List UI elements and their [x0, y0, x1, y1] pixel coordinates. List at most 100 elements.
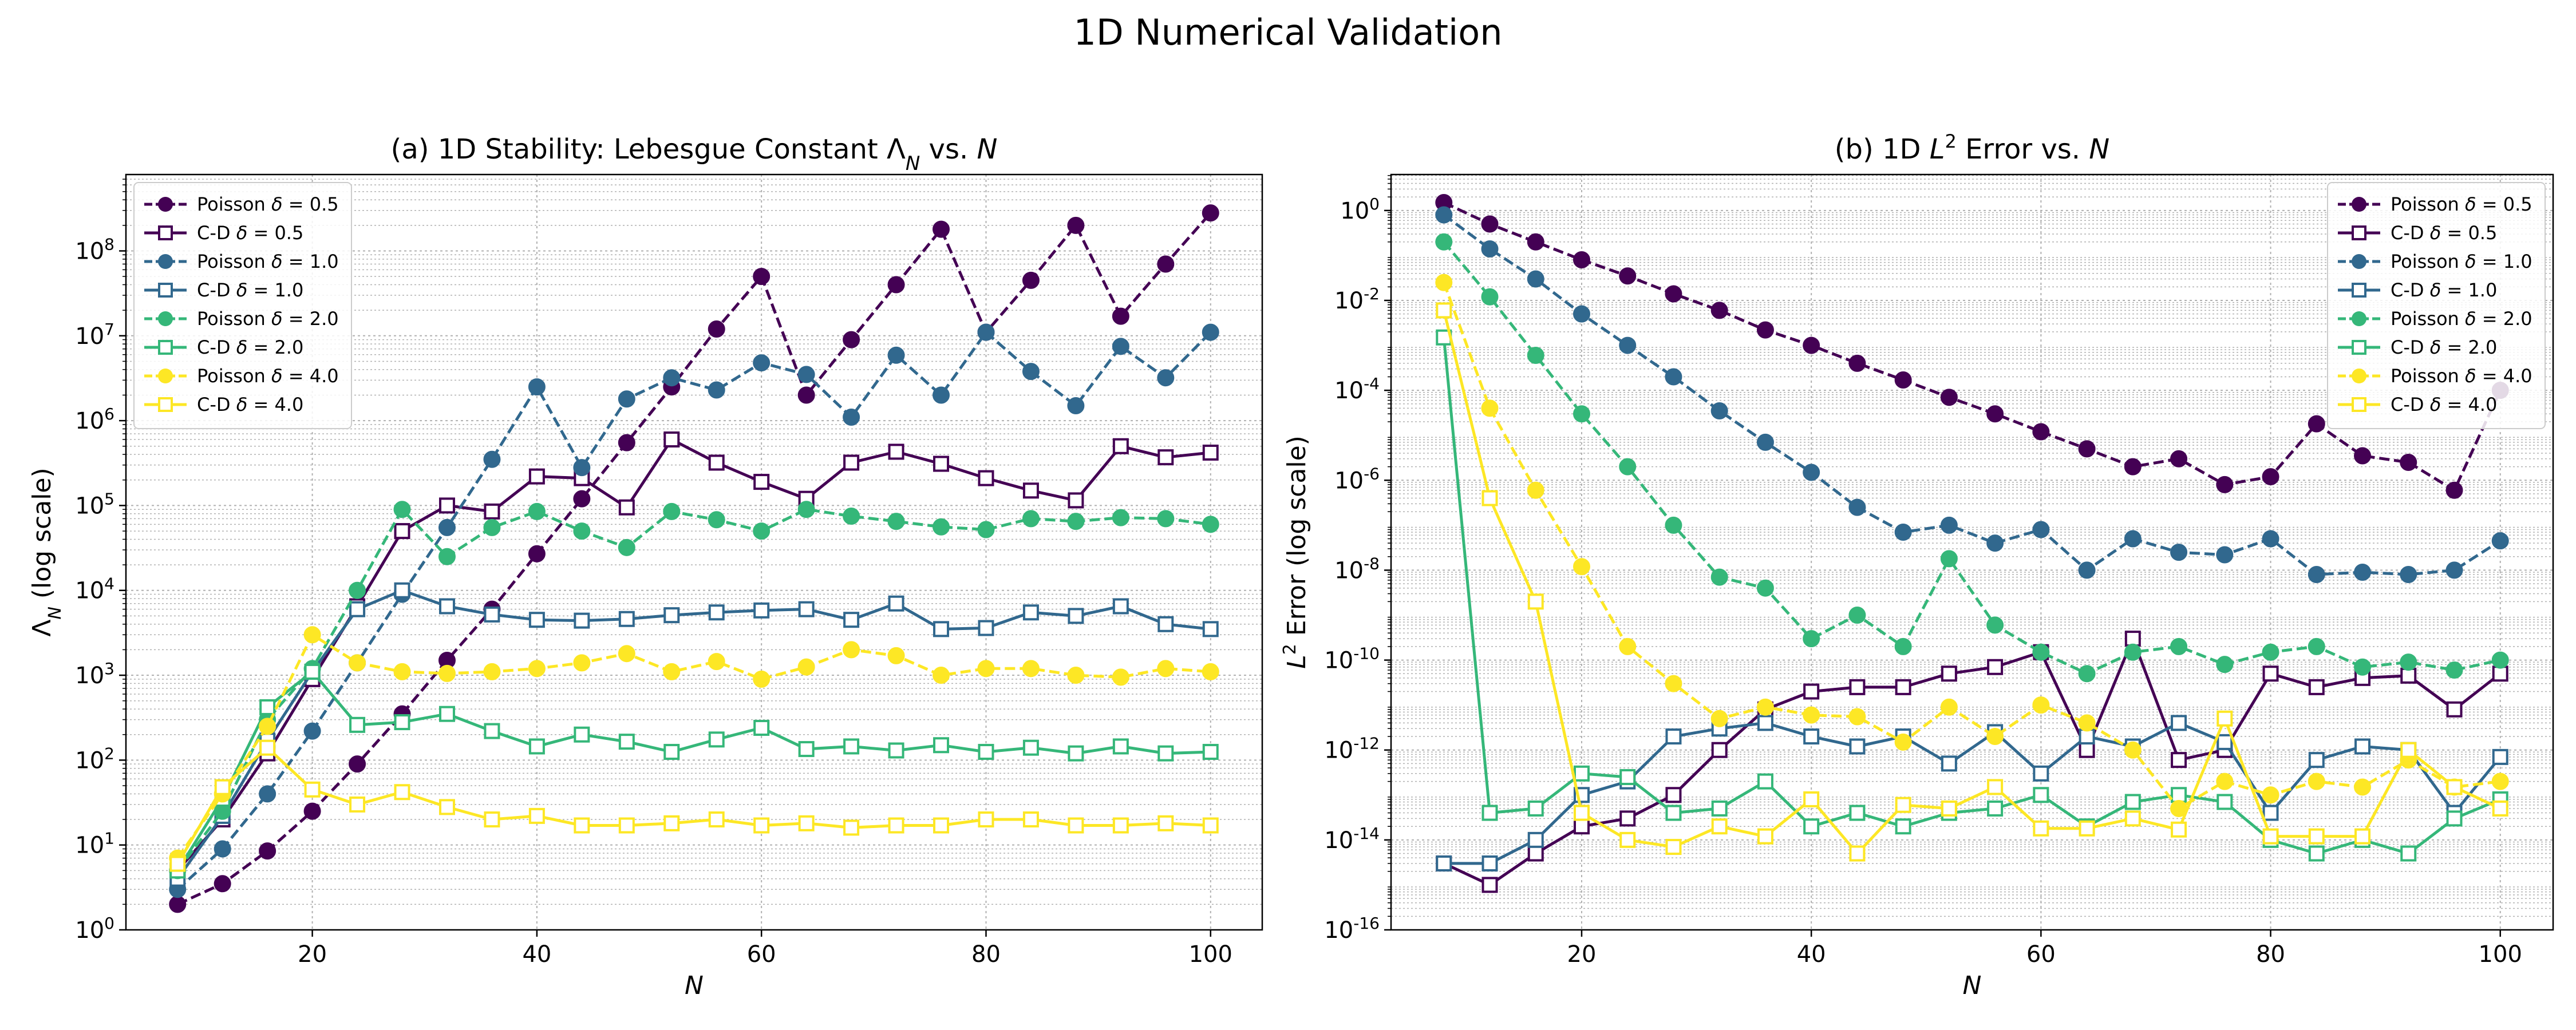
- data-point: [1849, 679, 1866, 695]
- data-point: [797, 366, 815, 383]
- data-point: [394, 784, 410, 801]
- y-tick-label: 106: [75, 405, 114, 435]
- data-point: [528, 660, 546, 678]
- data-point: [1481, 877, 1498, 893]
- data-point: [1481, 288, 1499, 306]
- figure-title: 1D Numerical Validation: [1074, 11, 1503, 53]
- data-point: [349, 796, 366, 813]
- data-point: [978, 743, 994, 760]
- x-tick-label: 80: [2256, 941, 2285, 968]
- data-point: [1803, 464, 1820, 481]
- data-point: [2491, 532, 2509, 550]
- legend-marker: [158, 225, 173, 240]
- data-point: [1202, 516, 1219, 533]
- data-point: [1757, 773, 1773, 790]
- legend-marker: [158, 369, 173, 383]
- legend-marker: [2352, 369, 2366, 383]
- data-point: [1068, 817, 1084, 834]
- data-point: [2400, 566, 2417, 584]
- data-point: [1022, 739, 1039, 756]
- data-point: [1940, 516, 1958, 534]
- series-poisson-delta-2.0: [169, 501, 1219, 880]
- data-point: [1157, 616, 1174, 632]
- data-point: [528, 502, 546, 520]
- data-point: [1986, 534, 2004, 552]
- data-point: [1067, 216, 1085, 234]
- data-point: [304, 781, 321, 798]
- y-axis-label: ΛN (log scale): [27, 468, 65, 636]
- data-point: [2170, 544, 2188, 561]
- data-point: [1527, 593, 1544, 610]
- x-axis-label: N: [1963, 971, 1982, 1000]
- data-point: [349, 716, 366, 733]
- data-point: [977, 660, 995, 678]
- data-point: [843, 408, 860, 426]
- data-point: [528, 612, 545, 628]
- data-point: [888, 443, 904, 460]
- data-point: [618, 611, 635, 627]
- data-point: [888, 595, 904, 612]
- data-point: [1756, 579, 1774, 597]
- data-point: [708, 811, 725, 828]
- data-point: [933, 667, 950, 684]
- data-point: [1756, 433, 1774, 451]
- legend-label: Poisson δ = 2.0: [2391, 308, 2532, 330]
- data-point: [1711, 800, 1728, 817]
- data-point: [753, 354, 771, 372]
- data-point: [753, 474, 770, 490]
- legend-marker: [2352, 340, 2366, 355]
- data-point: [1665, 805, 1682, 821]
- data-point: [2262, 665, 2279, 682]
- legend-label: Poisson δ = 4.0: [197, 365, 339, 387]
- data-point: [573, 459, 591, 477]
- data-point: [2308, 637, 2325, 655]
- data-point: [1112, 668, 1129, 686]
- legend-entry: Poisson δ = 1.0: [2338, 251, 2532, 272]
- data-point: [2124, 631, 2141, 647]
- legend-entry: Poisson δ = 0.5: [2338, 193, 2532, 215]
- y-tick-label: 108: [75, 235, 114, 265]
- y-tick-label: 100: [1340, 194, 1380, 224]
- data-point: [843, 331, 860, 348]
- data-point: [1619, 831, 1636, 848]
- data-point: [573, 522, 591, 540]
- data-point: [1710, 402, 1728, 419]
- data-point: [2124, 643, 2142, 661]
- data-point: [2308, 679, 2325, 695]
- data-point: [2492, 748, 2508, 765]
- data-point: [2032, 643, 2050, 661]
- data-point: [2170, 450, 2188, 468]
- data-point: [1527, 270, 1544, 288]
- data-point: [1803, 818, 1820, 835]
- data-point: [708, 731, 725, 748]
- data-point: [2217, 710, 2233, 727]
- data-point: [933, 220, 950, 238]
- data-point: [2124, 794, 2141, 810]
- data-point: [1895, 818, 1911, 835]
- data-point: [2354, 447, 2372, 465]
- legend: Poisson δ = 0.5 C-D δ = 0.5 Poisson δ = 1.…: [133, 182, 352, 429]
- data-point: [1986, 405, 2004, 423]
- data-point: [1895, 797, 1911, 813]
- data-point: [1986, 616, 2004, 634]
- data-point: [2491, 651, 2509, 669]
- data-point: [887, 346, 905, 364]
- data-point: [214, 875, 231, 893]
- data-point: [2492, 800, 2508, 817]
- data-point: [303, 626, 321, 644]
- data-point: [1435, 233, 1453, 251]
- data-point: [1527, 800, 1544, 817]
- x-tick-label: 20: [298, 941, 327, 968]
- data-point: [574, 817, 590, 834]
- y-tick-label: 102: [75, 744, 114, 774]
- legend-entry: C-D δ = 4.0: [144, 394, 303, 415]
- data-point: [1848, 607, 1866, 624]
- data-point: [438, 598, 455, 615]
- panel-b-l2-error: 10-1610-1410-1210-1010-810-610-410-21002…: [1280, 130, 2554, 1000]
- legend-label: C-D δ = 2.0: [2391, 336, 2497, 358]
- data-point: [1987, 659, 2004, 675]
- data-point: [663, 607, 680, 624]
- x-tick-label: 80: [971, 941, 1001, 968]
- data-point: [888, 817, 904, 834]
- series-c-d-delta-2.0: [169, 663, 1219, 879]
